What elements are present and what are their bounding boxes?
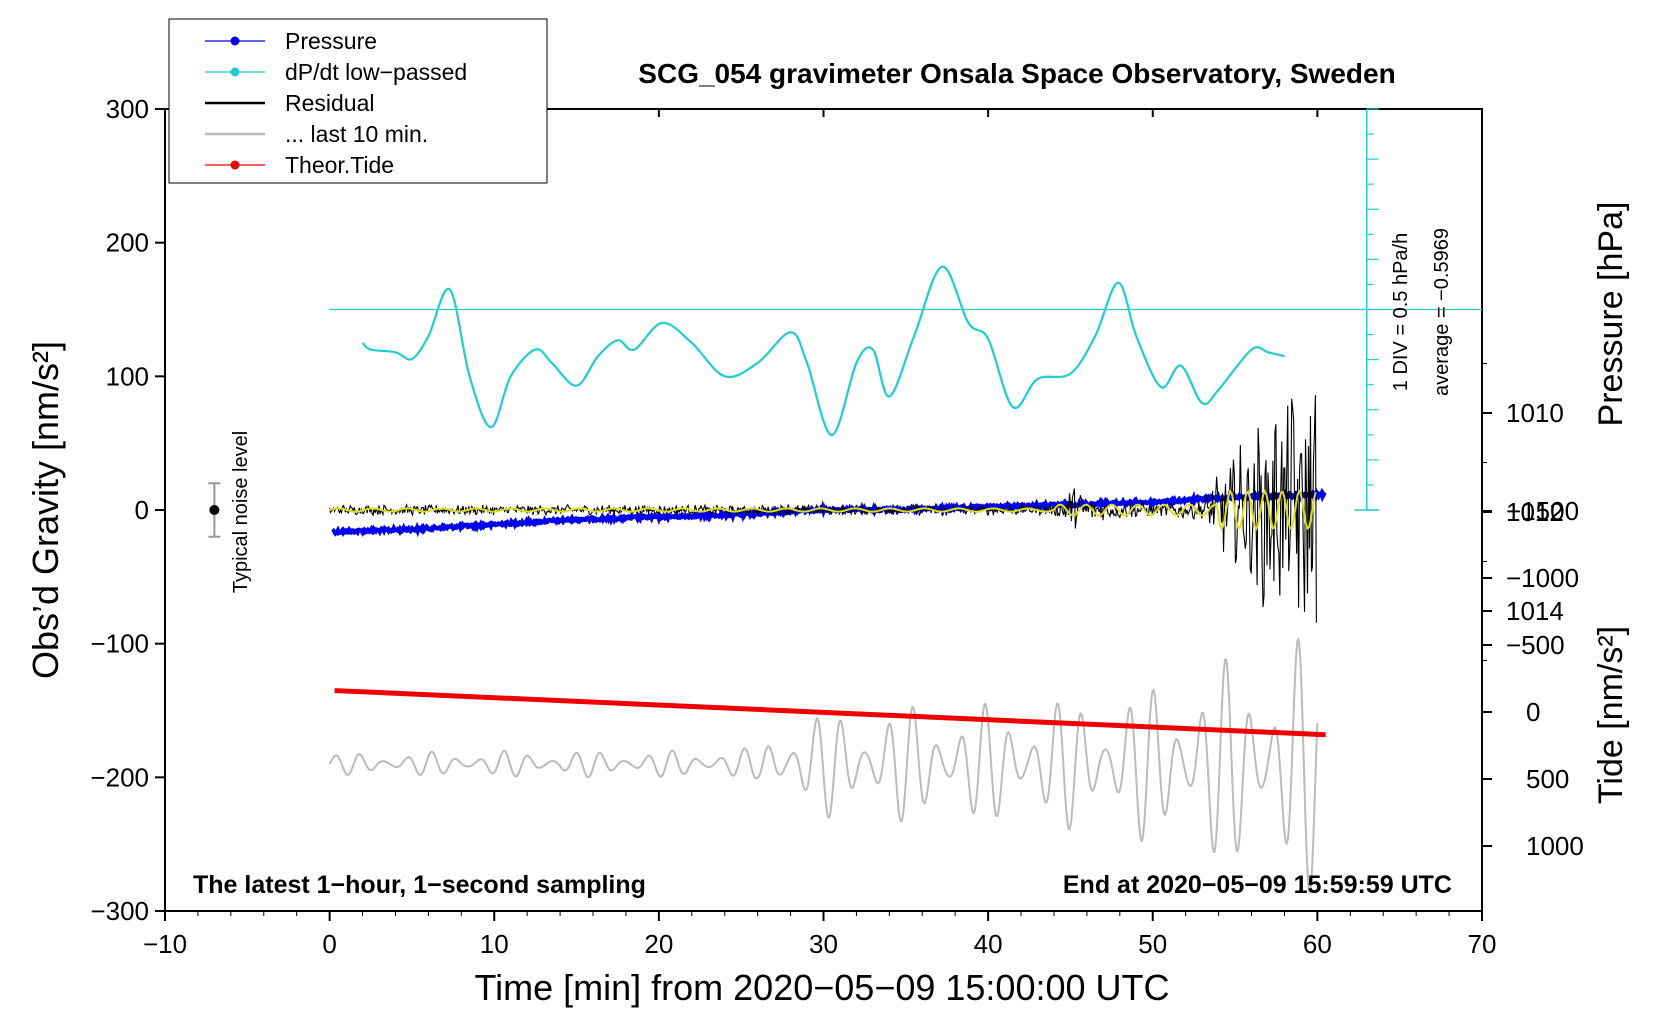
legend-marker <box>230 160 240 170</box>
pressure-tick-label: 1010 <box>1506 398 1564 428</box>
x-tick-label: 0 <box>322 929 336 959</box>
tide-tick-label: 500 <box>1526 764 1569 794</box>
pressure-tick-label: 1014 <box>1506 596 1564 626</box>
chart-title: SCG_054 gravimeter Onsala Space Observat… <box>638 58 1395 89</box>
series-layer <box>208 265 1482 895</box>
x-tick-label: 70 <box>1468 929 1497 959</box>
noise-level-label: Typical noise level <box>230 431 252 593</box>
series-last-10-min <box>328 637 1319 895</box>
legend-label: Residual <box>285 90 375 116</box>
x-tick-label: 10 <box>480 929 509 959</box>
series-residual-filtered <box>329 489 1317 531</box>
tide-tick-label: −1500 <box>1506 496 1579 526</box>
series-dpdt <box>361 265 1285 437</box>
legend-label: dP/dt low−passed <box>285 59 467 85</box>
legend-label: Pressure <box>285 28 377 54</box>
legend-marker <box>230 36 240 46</box>
pressure-tick-label: 1012 <box>1506 497 1564 527</box>
tide-tick-label: 1000 <box>1526 831 1584 861</box>
legend-label: Theor.Tide <box>285 152 394 178</box>
y-axis-label-pressure: Pressure [hPa] <box>1592 202 1630 427</box>
series-tide <box>334 688 1326 738</box>
legend-label: ... last 10 min. <box>285 121 428 147</box>
dpdt-average-label: average = −0.5969 <box>1431 228 1453 396</box>
y-axis-label-gravity: Obs’d Gravity [nm/s²] <box>25 341 66 679</box>
y-tick-label: −100 <box>90 629 149 659</box>
x-tick-label: 50 <box>1138 929 1167 959</box>
x-tick-label: 40 <box>974 929 1003 959</box>
y-tick-label: 200 <box>106 228 149 258</box>
y-tick-label: 100 <box>106 361 149 391</box>
y-axis-label-tide: Tide [nm/s²] <box>1592 626 1630 804</box>
legend-marker <box>230 67 240 77</box>
y-tick-label: −300 <box>90 896 149 926</box>
tide-tick-label: −1000 <box>1506 563 1579 593</box>
annotation-bottom-right: End at 2020−05−09 15:59:59 UTC <box>1063 871 1452 899</box>
tide-tick-label: 0 <box>1526 697 1540 727</box>
tide-tick-label: −500 <box>1506 630 1565 660</box>
annotation-bottom-left: The latest 1−hour, 1−second sampling <box>193 871 646 899</box>
legend-box <box>168 18 548 184</box>
y-tick-label: 300 <box>106 94 149 124</box>
x-tick-label: 60 <box>1303 929 1332 959</box>
dpdt-scale-label: 1 DIV = 0.5 hPa/h <box>1390 233 1412 391</box>
axes-layer: −10 0 10 20 30 40 50 60 70−300−200−1000100200300… <box>90 94 1583 959</box>
y-tick-label: −200 <box>90 762 149 792</box>
x-tick-label: 30 <box>809 929 838 959</box>
legend: Pressure dP/dt low−passed Residual ... last… <box>168 18 548 184</box>
x-tick-label: 20 <box>644 929 673 959</box>
x-axis-label: Time [min] from 2020−05−09 15:00:00 UTC <box>474 967 1169 1008</box>
x-tick-label: −10 <box>143 929 187 959</box>
noise-bar-dot <box>209 505 220 515</box>
y-tick-label: 0 <box>135 495 149 525</box>
